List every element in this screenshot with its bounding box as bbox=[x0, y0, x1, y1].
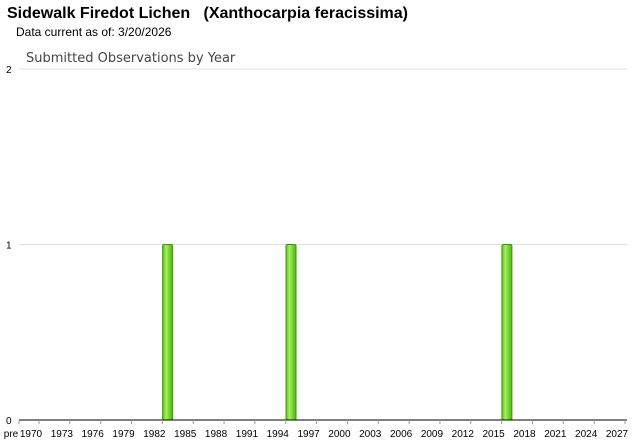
bar-2016 bbox=[501, 244, 513, 421]
x-tick-label: 2009 bbox=[421, 429, 444, 440]
x-tick-label: 2018 bbox=[513, 429, 536, 440]
x-tick-label: 2012 bbox=[452, 429, 475, 440]
y-tick-label: 1 bbox=[6, 241, 12, 252]
x-tick-label: 1985 bbox=[174, 429, 197, 440]
x-tick-label: 2021 bbox=[544, 429, 567, 440]
x-tick-label: pre bbox=[4, 429, 19, 440]
data-current-date: Data current as of: 3/20/2026 bbox=[16, 25, 172, 39]
x-tick-label: 2000 bbox=[328, 429, 351, 440]
x-tick-label: 1976 bbox=[82, 429, 105, 440]
x-tick-label: 2006 bbox=[390, 429, 413, 440]
x-tick-label: 1997 bbox=[297, 429, 320, 440]
x-tick-label: 1994 bbox=[267, 429, 290, 440]
y-tick-label: 2 bbox=[6, 65, 12, 76]
bar-1983 bbox=[162, 244, 174, 421]
x-tick-label: 1973 bbox=[51, 429, 74, 440]
bar-1995 bbox=[285, 244, 297, 421]
x-tick-label: 1970 bbox=[20, 429, 43, 440]
x-tick-label: 1982 bbox=[143, 429, 166, 440]
x-tick-label: 1988 bbox=[205, 429, 228, 440]
x-tick-label: 2024 bbox=[575, 429, 598, 440]
x-tick-label: 2015 bbox=[483, 429, 506, 440]
y-tick-label: 0 bbox=[6, 416, 12, 427]
x-tick-label: 1991 bbox=[236, 429, 259, 440]
x-tick-label: 1979 bbox=[112, 429, 135, 440]
x-tick-label: 2027 bbox=[606, 429, 629, 440]
page-title: Sidewalk Firedot Lichen (Xanthocarpia fe… bbox=[7, 5, 409, 22]
chart-title: Submitted Observations by Year bbox=[26, 51, 236, 66]
x-tick-label: 2003 bbox=[359, 429, 382, 440]
